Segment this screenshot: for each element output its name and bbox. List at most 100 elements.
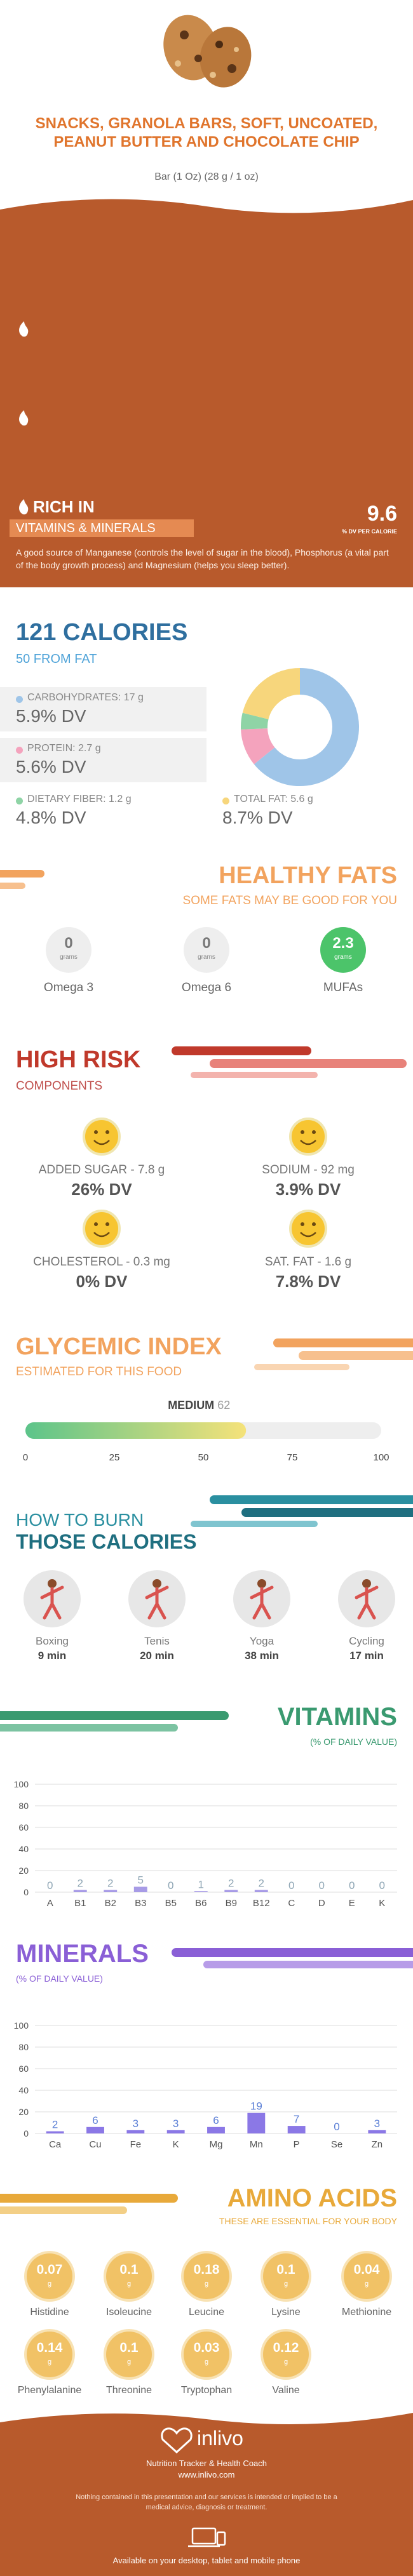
bar	[133, 1886, 147, 1892]
fat-circle	[184, 927, 229, 973]
risk-dv: 26% DV	[71, 1180, 132, 1199]
x-tick-label: Se	[331, 2139, 342, 2150]
amino-name: Methionine	[341, 2307, 392, 2318]
chart-subtitle: (% OF DAILY VALUE)	[16, 1973, 103, 1984]
nutrient-dv: 5.6% DV	[16, 757, 86, 777]
stripes	[0, 870, 413, 2214]
amino-value: 0.07	[36, 2262, 63, 2277]
x-tick-label: D	[318, 1898, 325, 1909]
bar	[247, 2112, 266, 2133]
fat-unit: grams	[198, 954, 215, 961]
risk-label: CHOLESTEROL - 0.3 mg	[33, 1255, 170, 1269]
value-label: 2	[107, 1878, 113, 1890]
y-tick-label: 0	[24, 2128, 29, 2139]
amino-name: Phenylalanine	[17, 2385, 82, 2396]
nutrient-label: DIETARY FIBER: 1.2 g	[27, 794, 132, 804]
x-tick-label: B12	[253, 1898, 270, 1909]
body	[145, 1585, 169, 1620]
calories-title: 121 CALORIES	[16, 619, 188, 646]
eye	[105, 1222, 109, 1226]
nutrient-dv: 8.7% DV	[222, 808, 293, 827]
amino-circle	[106, 2332, 152, 2377]
value-label: 0	[379, 1879, 385, 1892]
gi-tick-label: 50	[198, 1452, 209, 1463]
head	[257, 1579, 266, 1588]
x-tick-label: B6	[195, 1898, 207, 1909]
y-tick-label: 100	[14, 1779, 29, 1789]
fat-value: 0	[64, 935, 73, 952]
bar	[73, 1890, 87, 1892]
x-tick-label: A	[47, 1898, 53, 1909]
eye	[301, 1130, 304, 1134]
bar	[126, 2130, 145, 2133]
amino-unit: g	[47, 2358, 52, 2366]
footer-background	[0, 2413, 413, 2576]
amino-circle	[27, 2332, 72, 2377]
x-tick-label: B5	[165, 1898, 177, 1909]
amino-unit: g	[126, 2358, 132, 2366]
value-label: 19	[250, 2100, 262, 2112]
level-text: RICH IN	[33, 497, 95, 516]
fat-value: 0	[202, 935, 211, 952]
value-label: 0	[168, 1879, 173, 1892]
donut-segment	[242, 668, 301, 720]
tagline: Nutrition Tracker & Health Coach	[146, 2459, 267, 2468]
value-label: 2	[78, 1878, 83, 1890]
amino-value: 0.12	[273, 2340, 299, 2355]
gi-bar	[25, 1422, 247, 1439]
y-tick-label: 40	[18, 2085, 29, 2095]
section-title: HOW TO BURN	[16, 1510, 144, 1530]
amino-value: 0.1	[276, 2262, 295, 2277]
eye	[301, 1222, 304, 1226]
gi-value: 62	[217, 1399, 231, 1411]
value-label: 0	[334, 2121, 339, 2133]
risk-label: SAT. FAT - 1.6 g	[264, 1255, 352, 1269]
y-tick-label: 40	[18, 1844, 29, 1854]
value-label: 6	[213, 2114, 219, 2126]
face-icon	[289, 1118, 327, 1156]
fat-circle	[46, 927, 91, 973]
amino-name: Isoleucine	[105, 2307, 152, 2318]
nutrient-dot	[16, 797, 23, 804]
calories-subtitle: 50 FROM FAT	[16, 652, 97, 666]
page-title: SNACKS, GRANOLA BARS, SOFT, UNCOATED, PE…	[35, 115, 378, 150]
value-label: 0	[349, 1879, 355, 1892]
nutrient-label: PROTEIN: 2.7 g	[27, 743, 101, 754]
y-tick-label: 20	[18, 1865, 29, 1876]
section-subtitle: ESTIMATED FOR THIS FOOD	[16, 1365, 182, 1378]
amino-value: 0.1	[119, 2262, 139, 2277]
amino-circle	[184, 2253, 229, 2299]
nutrient-dv: 5.9% DV	[16, 706, 86, 726]
activity-icon	[24, 1570, 81, 1627]
mouth	[93, 1232, 110, 1238]
fat-name: Omega 6	[181, 981, 232, 994]
nutrient-dot	[16, 696, 23, 703]
eye	[105, 1130, 109, 1134]
section-subtitle: COMPONENTS	[16, 1079, 103, 1093]
bar	[86, 2126, 104, 2133]
body	[250, 1585, 274, 1620]
value-label: 0	[319, 1879, 325, 1892]
devices-icon	[188, 2527, 226, 2547]
eye	[94, 1222, 98, 1226]
x-tick-label: C	[288, 1898, 295, 1909]
fact-value: 9.6	[367, 502, 397, 526]
x-tick-label: B2	[105, 1898, 116, 1909]
value-label: 6	[92, 2114, 98, 2126]
value-label: 3	[374, 2118, 380, 2130]
x-tick-label: Fe	[130, 2139, 142, 2150]
amino-circle	[184, 2332, 229, 2377]
eye	[312, 1130, 316, 1134]
gi-tick-label: 0	[23, 1452, 28, 1463]
fact-name-badge	[10, 519, 194, 537]
gi-tick-label: 75	[287, 1452, 298, 1463]
amino-circle	[344, 2253, 389, 2299]
face-icon	[289, 1210, 327, 1248]
value-label: 7	[294, 2113, 299, 2125]
amino-unit: g	[126, 2280, 132, 2288]
section-title: HIGH RISK	[16, 1046, 141, 1073]
body	[40, 1585, 64, 1620]
amino-value: 0.04	[353, 2262, 380, 2277]
